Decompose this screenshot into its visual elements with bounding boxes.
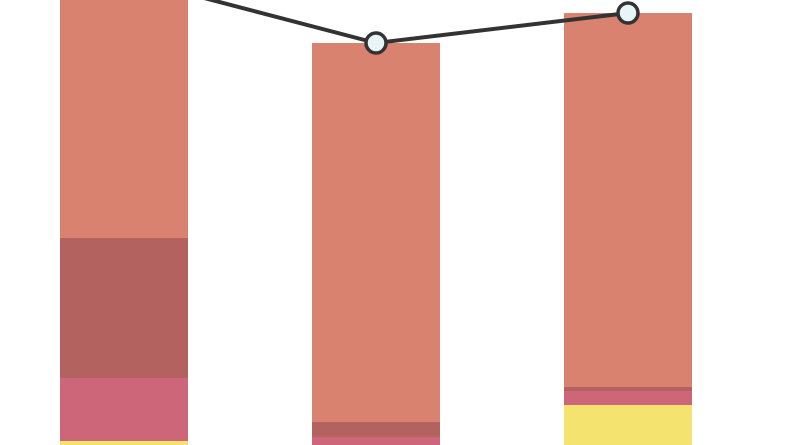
bar-segment [60,0,188,238]
bar-segment [312,437,440,445]
line-marker [364,31,388,55]
bar-segment [312,422,440,437]
bar-segment [312,43,440,422]
bar-segment [564,405,692,445]
bar-segment [564,387,692,391]
bar-segment [60,378,188,441]
bar-segment [564,391,692,405]
line-marker [616,1,640,25]
bar-segment [60,441,188,445]
bar-segment [60,238,188,378]
bar-segment [564,13,692,387]
